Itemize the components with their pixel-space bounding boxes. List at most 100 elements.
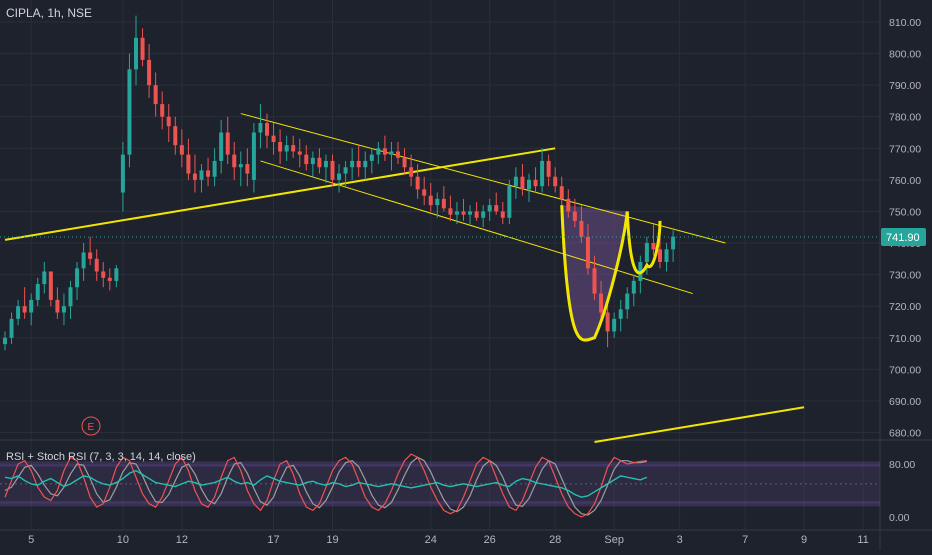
price-tick-label: 680.00 xyxy=(889,428,921,440)
candle-body xyxy=(134,37,138,70)
price-tick-label: 700.00 xyxy=(889,364,921,376)
candle-body xyxy=(356,160,361,168)
candle-body xyxy=(618,309,623,319)
candle-body xyxy=(612,318,617,332)
candle-body xyxy=(192,173,197,180)
candle-body xyxy=(415,176,420,190)
candle-body xyxy=(219,132,224,161)
price-tick-label: 760.00 xyxy=(889,175,921,187)
candle-body xyxy=(120,154,125,193)
candle-body xyxy=(389,151,394,155)
candle-body xyxy=(540,160,545,187)
symbol-label[interactable]: CIPLA, 1h, NSE xyxy=(6,6,93,20)
candle-body xyxy=(579,220,584,237)
candle-body xyxy=(271,135,276,142)
candle-body xyxy=(251,132,256,180)
candle-body xyxy=(474,211,479,218)
candle-body xyxy=(81,252,86,269)
candle-body xyxy=(592,268,597,294)
handle-outline xyxy=(625,211,662,275)
time-tick-label: 5 xyxy=(28,534,34,546)
rsi-tick-label: 0.00 xyxy=(889,512,910,524)
candle-body xyxy=(468,211,473,215)
candle-body xyxy=(265,123,269,136)
candle-body xyxy=(29,299,34,313)
time-tick-label: 24 xyxy=(425,534,437,546)
candle-body xyxy=(605,312,610,332)
candle-body xyxy=(160,104,165,117)
time-tick-label: 28 xyxy=(549,534,561,546)
candle-body xyxy=(68,287,73,307)
time-tick-label: 17 xyxy=(267,534,279,546)
price-tick-label: 790.00 xyxy=(889,80,921,92)
candle-body xyxy=(559,186,564,199)
candle-body xyxy=(199,170,204,180)
rsi-line xyxy=(4,469,648,498)
price-tick-label: 770.00 xyxy=(889,143,921,155)
time-tick-label: 12 xyxy=(176,534,188,546)
candle-body xyxy=(422,189,427,196)
price-tick-label: 690.00 xyxy=(889,396,921,408)
candle-body xyxy=(61,306,66,313)
event-marker-circle xyxy=(81,416,101,436)
candle-body xyxy=(323,160,328,168)
candle-body xyxy=(330,160,335,180)
candle-body xyxy=(507,186,512,218)
candle-body xyxy=(140,37,145,60)
candle-body xyxy=(454,211,459,215)
candle-body xyxy=(435,198,440,206)
candle-body xyxy=(147,59,152,86)
cup-outline xyxy=(560,205,629,342)
candle-body xyxy=(481,211,486,218)
candle-body xyxy=(258,123,263,133)
candle-body xyxy=(232,154,237,168)
candle-body xyxy=(533,179,538,187)
candle-body xyxy=(369,154,374,161)
candle-body xyxy=(225,132,230,155)
candle-body xyxy=(527,179,531,190)
candle-body xyxy=(664,249,669,262)
candle-body xyxy=(16,306,21,319)
time-tick-label: 10 xyxy=(117,534,129,546)
price-tick-label: 810.00 xyxy=(889,17,921,29)
price-tick-label: 750.00 xyxy=(889,206,921,218)
candle-body xyxy=(671,236,676,250)
rsi-tick-label: 80.00 xyxy=(889,459,915,471)
candle-body xyxy=(585,236,590,269)
stoch-overbought-band xyxy=(0,461,880,467)
candle-body xyxy=(166,116,171,127)
time-tick-label: 3 xyxy=(677,534,683,546)
candle-body xyxy=(55,299,60,313)
candle-body xyxy=(127,69,132,155)
candle-body xyxy=(35,284,40,300)
candle-body xyxy=(337,173,342,180)
candle-body xyxy=(651,243,656,250)
candle-body xyxy=(317,157,322,168)
time-tick-label: 7 xyxy=(742,534,748,546)
price-tick-label: 800.00 xyxy=(889,49,921,61)
candle-body xyxy=(658,249,662,262)
candle-body xyxy=(278,141,283,152)
price-tick-label: 720.00 xyxy=(889,301,921,313)
candle-body xyxy=(546,160,551,177)
candle-body xyxy=(179,145,184,155)
candle-body xyxy=(644,243,649,262)
candle-body xyxy=(382,148,387,155)
candle-body xyxy=(599,293,604,313)
candle-body xyxy=(494,205,499,212)
candle-body xyxy=(114,268,119,281)
candle-body xyxy=(107,277,112,281)
candle-body xyxy=(94,258,99,272)
candle-body xyxy=(376,148,381,155)
time-tick-label: 19 xyxy=(326,534,338,546)
candle-body xyxy=(297,151,302,155)
candle-body xyxy=(212,160,217,177)
candle-body xyxy=(461,211,466,215)
candle-body xyxy=(101,271,106,278)
indicator-label[interactable]: RSI + Stoch RSI (7, 3, 3, 14, 14, close) xyxy=(6,451,196,463)
candle-body xyxy=(631,280,636,294)
candle-body xyxy=(173,126,178,146)
trendline-4 xyxy=(594,406,805,443)
